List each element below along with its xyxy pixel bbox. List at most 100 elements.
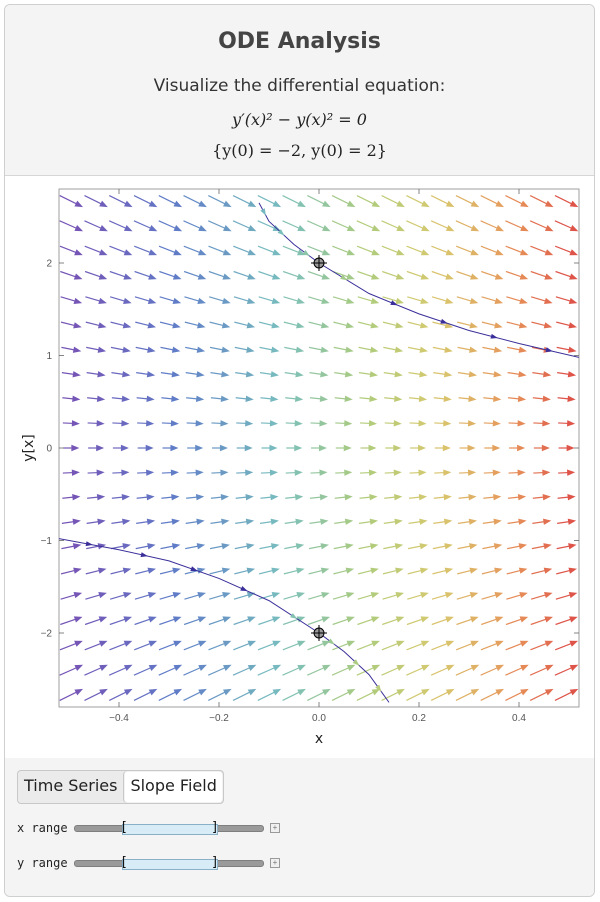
field-arrow [84, 195, 103, 205]
x-range-fill[interactable] [122, 824, 218, 835]
field-arrow [555, 593, 572, 600]
tab-time-series[interactable]: Time Series [24, 776, 118, 795]
field-arrow [86, 520, 100, 524]
field-arrowhead [221, 543, 230, 550]
field-arrowhead [495, 249, 504, 256]
field-arrow [481, 593, 498, 600]
slope-field-plot[interactable]: −0.4 −0.2 0.0 0.2 0.4 −2 −1 0 1 2 x y[x] [5, 176, 594, 758]
field-arrow [234, 569, 250, 575]
field-arrow [309, 496, 323, 499]
field-arrow [186, 496, 199, 499]
field-arrowhead [420, 640, 430, 647]
field-arrowhead [170, 469, 179, 476]
field-arrowhead [445, 249, 455, 256]
initial-point-locator[interactable] [311, 255, 327, 271]
field-arrow [529, 220, 549, 230]
field-arrowhead [568, 592, 578, 599]
field-arrowhead [98, 616, 108, 623]
field-arrow [183, 666, 202, 676]
field-arrowhead [73, 322, 82, 329]
field-arrowhead [394, 543, 404, 550]
field-arrowhead [197, 297, 206, 304]
field-arrowhead [517, 469, 526, 476]
field-arrowhead [271, 297, 281, 304]
y-range-track[interactable]: [ ] [74, 856, 264, 870]
field-arrow [159, 593, 176, 600]
field-arrowhead [148, 616, 157, 623]
field-arrow [358, 545, 373, 550]
field-arrowhead [495, 640, 504, 647]
field-arrow [307, 666, 326, 676]
field-arrow [383, 520, 397, 524]
field-arrowhead [494, 567, 503, 574]
field-arrowhead [173, 640, 182, 647]
field-arrow [282, 691, 301, 701]
field-arrowhead [74, 249, 83, 256]
field-arrow [183, 642, 202, 651]
field-arrowhead [148, 664, 158, 671]
y-range-slider[interactable]: y range [ ] + [17, 855, 287, 875]
field-arrow [184, 593, 201, 600]
field-arrowhead [443, 494, 452, 501]
field-arrowhead [97, 567, 107, 574]
field-arrowhead [172, 273, 182, 280]
field-arrow [235, 520, 249, 524]
initial-point-locator[interactable] [311, 625, 327, 641]
field-arrowhead [444, 322, 454, 329]
field-arrowhead [195, 494, 205, 501]
field-arrow [259, 372, 274, 376]
field-arrowhead [492, 420, 501, 427]
field-arrowhead [393, 469, 402, 476]
field-arrowhead [98, 592, 107, 599]
x-range-track[interactable]: [ ] [74, 821, 264, 835]
field-arrow [158, 245, 177, 254]
field-arrow [530, 270, 548, 278]
field-arrowhead [297, 200, 306, 208]
field-arrowhead [467, 420, 477, 427]
field-arrow [185, 545, 200, 550]
y-range-low-handle[interactable]: [ [120, 855, 128, 870]
field-arrow [111, 397, 125, 400]
field-arrowhead [197, 592, 206, 599]
field-arrowhead [568, 346, 577, 353]
field-arrowhead [469, 543, 478, 550]
field-arrowhead [195, 469, 204, 476]
field-arrowhead [121, 494, 130, 501]
field-arrowhead [73, 592, 83, 599]
field-arrowhead [146, 518, 156, 525]
field-arrowhead [444, 567, 454, 574]
field-arrowhead [320, 371, 329, 378]
field-arrow [209, 321, 225, 327]
tab-slope-field[interactable]: Slope Field [123, 771, 223, 803]
field-arrowhead [245, 420, 254, 427]
field-arrow [506, 296, 523, 303]
field-arrowhead [468, 371, 478, 378]
x-range-low-handle[interactable]: [ [120, 820, 128, 835]
field-arrowhead [272, 688, 282, 696]
field-arrow [135, 545, 150, 550]
y-range-high-handle[interactable]: ] [211, 855, 219, 870]
y-range-fill[interactable] [122, 859, 218, 870]
field-arrowhead [147, 567, 157, 574]
y-range-expand-icon[interactable]: + [270, 858, 280, 868]
x-range-expand-icon[interactable]: + [270, 823, 280, 833]
field-arrow [84, 245, 103, 254]
x-range-high-handle[interactable]: ] [211, 820, 219, 835]
field-arrowhead [371, 688, 381, 696]
field-arrowhead [247, 688, 257, 696]
field-arrowhead [222, 249, 232, 256]
field-arrow [232, 666, 252, 676]
field-arrowhead [245, 395, 254, 402]
field-arrowhead [542, 420, 551, 427]
field-arrow [183, 618, 201, 626]
x-range-slider[interactable]: x range [ ] + [17, 820, 287, 840]
field-arrow [209, 593, 226, 600]
field-arrowhead [420, 592, 429, 599]
field-arrow [406, 220, 425, 230]
field-arrow [381, 666, 400, 676]
field-arrowhead [222, 616, 232, 623]
field-arrow [334, 496, 347, 499]
field-arrowhead [492, 444, 501, 452]
field-arrowhead [419, 346, 428, 353]
field-arrow [334, 372, 348, 376]
